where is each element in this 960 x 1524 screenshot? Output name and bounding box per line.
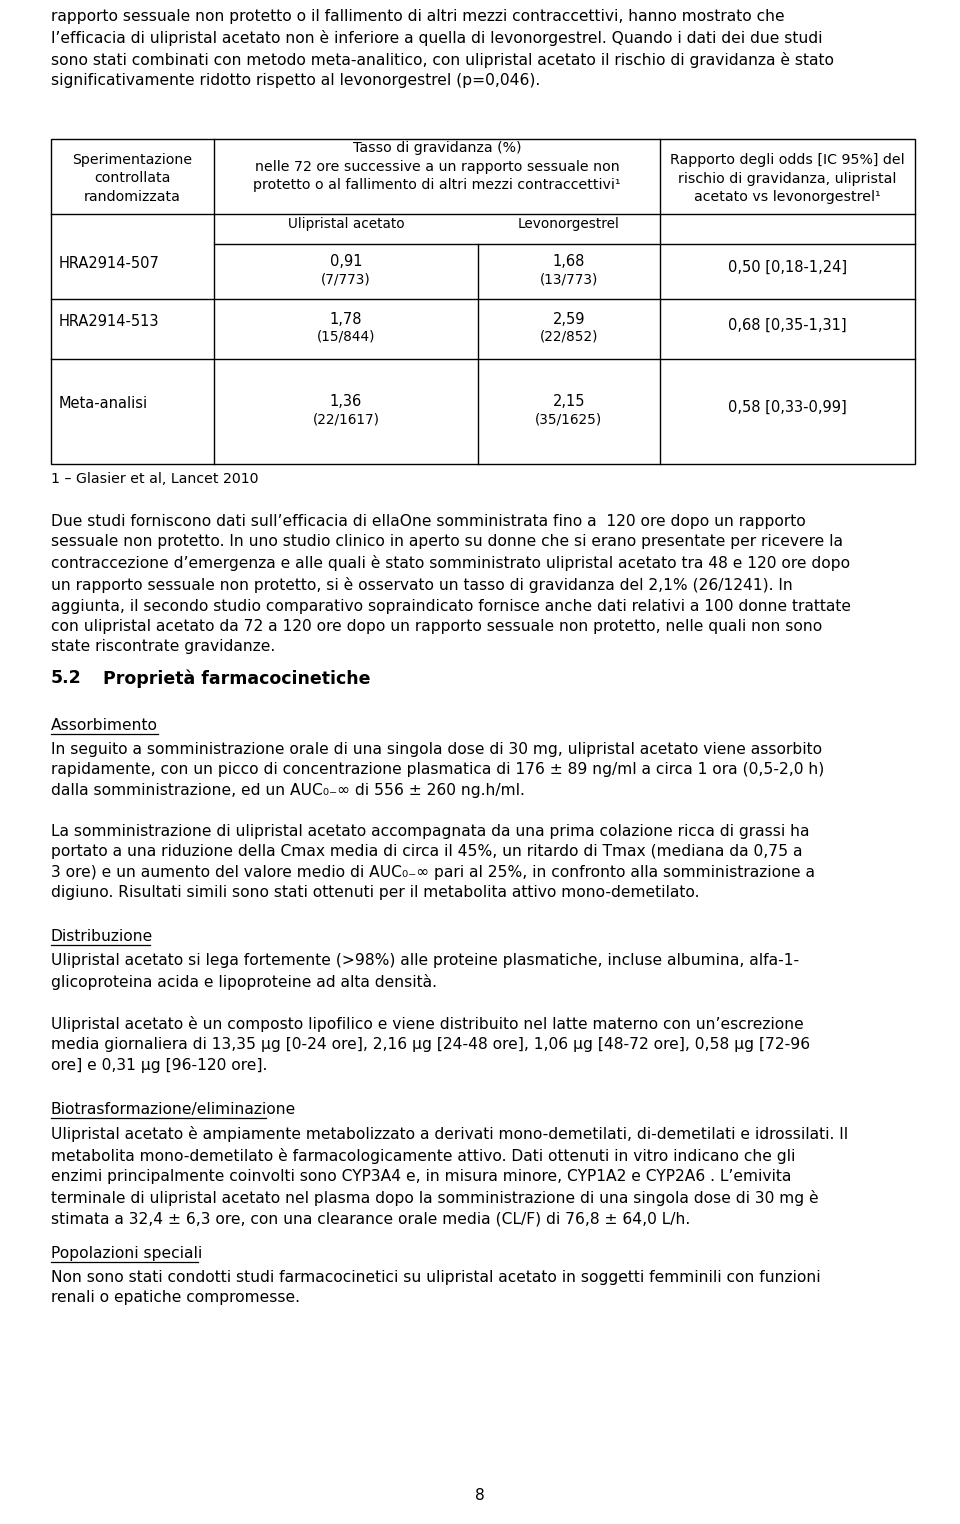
Text: Ulipristal acetato: Ulipristal acetato (288, 216, 404, 232)
Text: Due studi forniscono dati sull’efficacia di ellaOne somministrata fino a  120 or: Due studi forniscono dati sull’efficacia… (51, 514, 851, 654)
Text: In seguito a somministrazione orale di una singola dose di 30 mg, ulipristal ace: In seguito a somministrazione orale di u… (51, 742, 824, 797)
Text: Proprietà farmacocinetiche: Proprietà farmacocinetiche (103, 669, 371, 687)
Text: Ulipristal acetato è un composto lipofilico e viene distribuito nel latte matern: Ulipristal acetato è un composto lipofil… (51, 1017, 810, 1073)
Text: Rapporto degli odds [IC 95%] del
rischio di gravidanza, ulipristal
acetato vs le: Rapporto degli odds [IC 95%] del rischio… (670, 152, 904, 204)
Text: Sperimentazione
controllata
randomizzata: Sperimentazione controllata randomizzata (72, 152, 193, 204)
Text: rapporto sessuale non protetto o il fallimento di altri mezzi contraccettivi, ha: rapporto sessuale non protetto o il fall… (51, 9, 834, 88)
Text: 1,36: 1,36 (330, 395, 362, 408)
Text: (13/773): (13/773) (540, 273, 598, 287)
Text: (35/1625): (35/1625) (536, 413, 603, 427)
Text: 5.2: 5.2 (51, 669, 82, 687)
Text: La somministrazione di ulipristal acetato accompagnata da una prima colazione ri: La somministrazione di ulipristal acetat… (51, 824, 815, 901)
Text: Biotrasformazione/eliminazione: Biotrasformazione/eliminazione (51, 1102, 296, 1117)
Text: 8: 8 (475, 1489, 485, 1504)
Text: 1,68: 1,68 (553, 255, 586, 270)
Text: 0,91: 0,91 (329, 255, 362, 270)
Text: 2,59: 2,59 (553, 311, 586, 326)
Text: Popolazioni speciali: Popolazioni speciali (51, 1247, 203, 1260)
Text: Ulipristal acetato è ampiamente metabolizzato a derivati mono-demetilati, di-dem: Ulipristal acetato è ampiamente metaboli… (51, 1126, 848, 1227)
Text: (22/852): (22/852) (540, 331, 598, 344)
Text: 0,50 [0,18-1,24]: 0,50 [0,18-1,24] (728, 261, 847, 274)
Text: Distribuzione: Distribuzione (51, 930, 154, 943)
Text: HRA2914-507: HRA2914-507 (59, 256, 159, 271)
Text: Tasso di gravidanza (%)
nelle 72 ore successive a un rapporto sessuale non
prote: Tasso di gravidanza (%) nelle 72 ore suc… (253, 142, 621, 192)
Text: 1 – Glasier et al, Lancet 2010: 1 – Glasier et al, Lancet 2010 (51, 472, 258, 486)
Text: Assorbimento: Assorbimento (51, 718, 157, 733)
Text: (22/1617): (22/1617) (313, 413, 379, 427)
Text: Ulipristal acetato si lega fortemente (>98%) alle proteine plasmatiche, incluse : Ulipristal acetato si lega fortemente (>… (51, 952, 799, 991)
Text: 1,78: 1,78 (329, 311, 362, 326)
Bar (51, 139, 915, 463)
Text: 0,68 [0,35-1,31]: 0,68 [0,35-1,31] (728, 317, 847, 332)
Text: 0,58 [0,33-0,99]: 0,58 [0,33-0,99] (728, 399, 847, 415)
Text: (7/773): (7/773) (322, 273, 371, 287)
Text: 2,15: 2,15 (553, 395, 586, 408)
Text: Levonorgestrel: Levonorgestrel (518, 216, 620, 232)
Text: HRA2914-513: HRA2914-513 (59, 314, 159, 329)
Text: Meta-analisi: Meta-analisi (59, 396, 148, 411)
Text: Non sono stati condotti studi farmacocinetici su ulipristal acetato in soggetti : Non sono stati condotti studi farmacocin… (51, 1269, 821, 1306)
Text: (15/844): (15/844) (317, 331, 375, 344)
